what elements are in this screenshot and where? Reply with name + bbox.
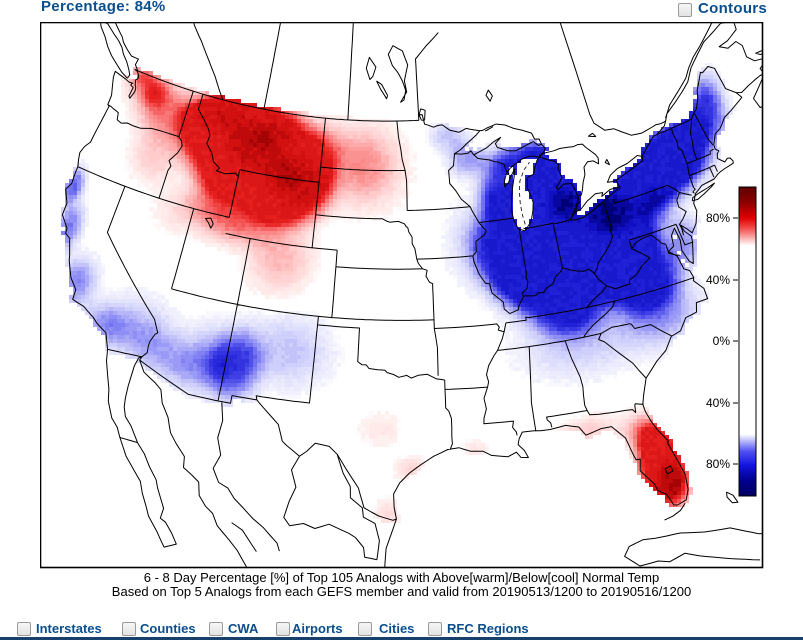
svg-text:0%: 0%	[713, 334, 731, 348]
svg-text:80%: 80%	[706, 211, 730, 225]
svg-text:80%: 80%	[706, 457, 730, 471]
svg-text:40%: 40%	[706, 273, 730, 287]
svg-text:40%: 40%	[706, 396, 730, 410]
